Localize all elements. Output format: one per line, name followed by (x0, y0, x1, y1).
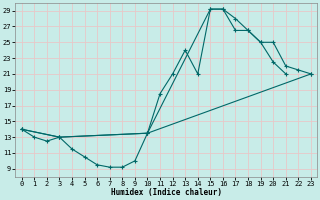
X-axis label: Humidex (Indice chaleur): Humidex (Indice chaleur) (111, 188, 222, 197)
